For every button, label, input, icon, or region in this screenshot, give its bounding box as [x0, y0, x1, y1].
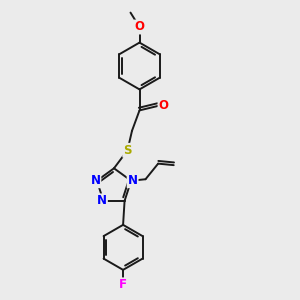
Text: O: O: [158, 99, 169, 112]
Text: S: S: [123, 144, 132, 157]
Text: N: N: [128, 174, 138, 187]
Text: O: O: [134, 20, 145, 34]
Text: F: F: [119, 278, 127, 291]
Text: N: N: [97, 194, 107, 207]
Text: N: N: [90, 174, 100, 187]
